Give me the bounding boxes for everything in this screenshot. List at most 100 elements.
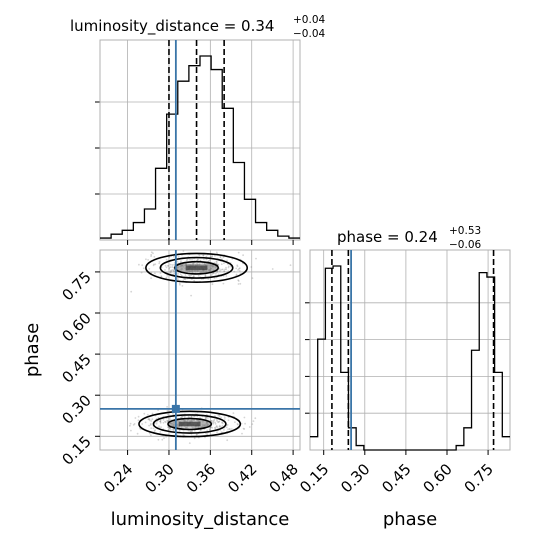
sample-point [226, 439, 229, 442]
sample-point [213, 277, 216, 279]
sample-point [199, 429, 202, 432]
sample-point [218, 424, 221, 427]
sample-point [248, 426, 251, 428]
sample-point [237, 423, 239, 426]
sample-point [225, 426, 228, 429]
sample-point [242, 254, 245, 257]
sample-point [137, 419, 140, 422]
sample-point [221, 425, 224, 427]
sample-point [220, 416, 223, 419]
histogram-phase [310, 265, 510, 451]
sample-point [212, 419, 215, 422]
sample-point [179, 283, 181, 286]
sample-point [165, 258, 168, 261]
contour-level-3 [138, 410, 242, 438]
sample-point [236, 265, 239, 268]
sample-point [170, 269, 173, 272]
x-tick-label: 0.45 [378, 460, 414, 496]
sample-point [184, 278, 187, 281]
sample-point [173, 270, 176, 273]
sample-point [211, 272, 214, 275]
sample-point [188, 274, 191, 277]
panel-frame [99, 39, 301, 241]
sample-point [150, 251, 153, 254]
sample-point [222, 282, 225, 285]
sample-point [150, 253, 153, 256]
sample-point [172, 269, 175, 272]
panel-frame [99, 249, 301, 451]
sample-point [225, 275, 228, 277]
sample-point [217, 421, 220, 424]
sample-point [254, 417, 257, 420]
sample-point [221, 268, 224, 271]
sample-point [223, 270, 226, 272]
sample-point [235, 273, 238, 276]
y-tick-label: 0.45 [58, 350, 94, 386]
sample-point [169, 272, 172, 274]
sample-point [237, 279, 240, 282]
sample-point [169, 263, 172, 266]
sample-point [192, 271, 194, 274]
sample-point [221, 421, 224, 423]
sample-point [172, 412, 174, 415]
sample-point [166, 419, 169, 422]
sample-point [134, 417, 137, 419]
sample-point [227, 419, 230, 422]
sample-point [255, 257, 257, 260]
sample-point [169, 270, 172, 272]
sample-point [179, 273, 182, 276]
xlabel-phase: phase [383, 509, 437, 530]
sample-point [205, 258, 208, 261]
sample-point [176, 260, 179, 263]
sample-point [166, 409, 169, 412]
sample-point [216, 420, 219, 422]
density-peak [178, 421, 201, 427]
sample-point [151, 418, 154, 421]
sample-point [137, 415, 140, 418]
sample-point [204, 417, 207, 420]
sample-point [165, 435, 168, 438]
sample-point [189, 430, 192, 432]
sample-point [209, 256, 212, 258]
sample-point [159, 419, 162, 421]
sample-point [184, 416, 186, 418]
x-tick-label: 0.36 [183, 460, 219, 496]
sample-point [222, 256, 225, 259]
sample-point [203, 258, 205, 260]
sample-point [235, 267, 238, 270]
sample-point [152, 252, 154, 255]
sample-point [153, 430, 156, 433]
sample-point [215, 261, 218, 263]
sample-point [223, 418, 226, 420]
sample-point [243, 428, 246, 430]
sample-point [143, 412, 146, 415]
sample-point [142, 267, 145, 270]
sample-point [214, 415, 216, 417]
sample-point [173, 255, 175, 258]
sample-point [148, 418, 151, 420]
sample-point [190, 415, 193, 418]
panel-frame [309, 249, 511, 451]
sample-point [129, 422, 132, 425]
sample-point [198, 254, 201, 257]
sample-point [216, 425, 218, 427]
sample-point [148, 424, 151, 427]
sample-point [236, 264, 239, 267]
sample-point [180, 260, 182, 263]
x-tick-label: 0.24 [100, 460, 136, 496]
sample-point [220, 268, 223, 271]
sample-point [221, 422, 224, 425]
sample-point [236, 423, 239, 425]
sample-point [211, 273, 213, 275]
sample-point [160, 275, 163, 277]
sample-point [150, 255, 153, 257]
sample-point [208, 428, 211, 431]
sample-point [159, 431, 162, 433]
sample-point [230, 428, 233, 430]
sample-point [188, 442, 191, 444]
hist-panel-luminosity-distance [95, 39, 301, 245]
contour-level-2 [152, 414, 227, 434]
sample-point [183, 278, 186, 280]
sample-point [172, 273, 175, 276]
sample-point [148, 268, 151, 270]
